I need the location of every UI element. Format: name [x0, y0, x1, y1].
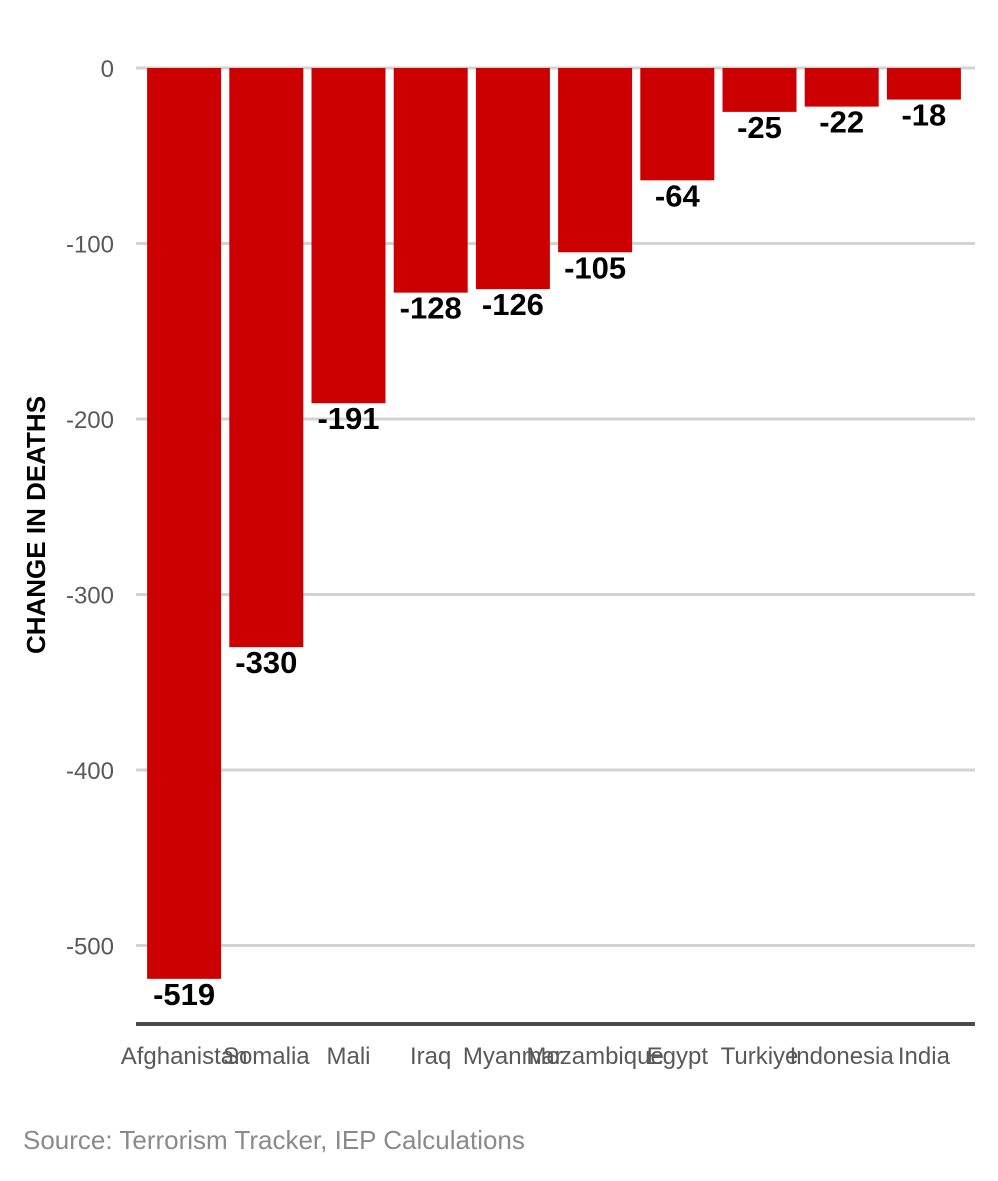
data-label: -126	[482, 287, 544, 322]
source-note: Source: Terrorism Tracker, IEP Calculati…	[23, 1125, 525, 1155]
bar	[311, 68, 386, 404]
y-tick-label: 0	[101, 56, 114, 83]
data-label: -22	[819, 105, 864, 140]
y-tick-label: -400	[66, 758, 114, 785]
y-axis-title: CHANGE IN DEATHS	[21, 396, 51, 654]
data-label: -105	[564, 250, 626, 285]
x-tick-label: Somalia	[223, 1043, 310, 1070]
bar	[229, 68, 304, 648]
x-tick-label: Myanmar	[463, 1043, 563, 1070]
y-tick-label: -500	[66, 934, 114, 961]
y-tick-label: -100	[66, 232, 114, 259]
x-tick-label: Indonesia	[790, 1043, 895, 1070]
bars	[147, 68, 961, 979]
x-tick-label: Mali	[326, 1043, 370, 1070]
data-labels: -519 -330 -191 -128 -126 -105 -64 -25 -22 -18	[153, 98, 946, 1012]
data-label: -128	[400, 291, 462, 326]
x-tick-label: Turkiye	[721, 1043, 799, 1070]
y-tick-label: -200	[66, 407, 114, 434]
data-label: -191	[317, 401, 379, 436]
data-label: -64	[655, 178, 701, 213]
data-label: -519	[153, 977, 215, 1012]
data-label: -330	[235, 645, 297, 680]
bar	[640, 68, 715, 181]
bar	[804, 68, 879, 107]
x-tick-label: Egypt	[647, 1043, 709, 1070]
bar	[558, 68, 633, 253]
bar	[722, 68, 797, 112]
bar	[147, 68, 222, 979]
data-label: -25	[737, 110, 782, 145]
x-tick-label: Afghanistan	[121, 1043, 248, 1070]
x-tick-label: Iraq	[410, 1043, 451, 1070]
x-tick-label: Mozambique	[526, 1043, 663, 1070]
y-tick-label: -300	[66, 583, 114, 610]
data-label: -18	[901, 98, 946, 133]
bar	[393, 68, 468, 293]
bar	[475, 68, 550, 290]
x-tick-label: India	[898, 1043, 951, 1070]
bar	[886, 68, 961, 100]
